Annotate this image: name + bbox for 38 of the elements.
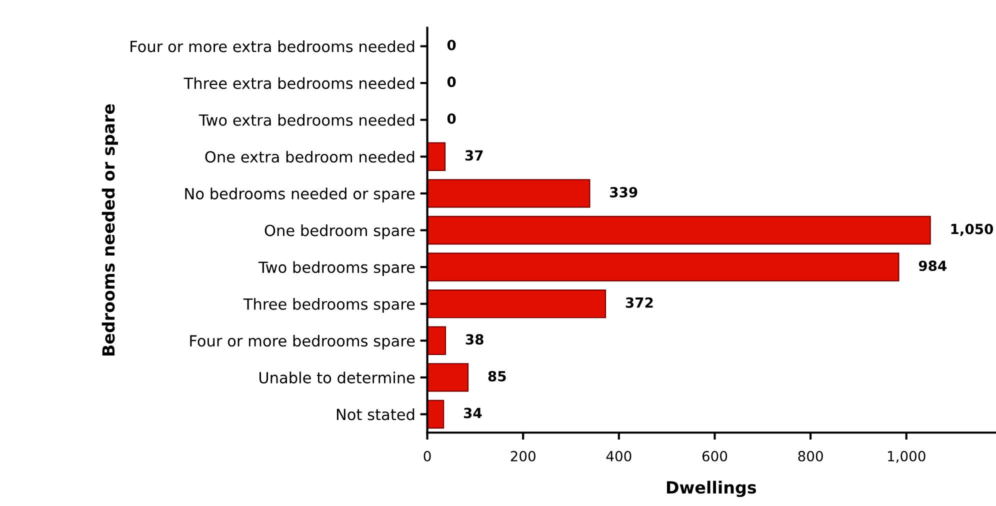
x-tick-label: 800 (798, 450, 823, 462)
data-label: 1,050 (951, 224, 994, 236)
data-label: 85 (488, 370, 506, 382)
data-label: 0 (447, 76, 456, 88)
data-label: 34 (464, 408, 482, 418)
x-tick-label: 600 (702, 450, 728, 462)
bar (427, 216, 931, 245)
y-tick-label: Two extra bedrooms needed (198, 114, 414, 126)
bar (427, 289, 606, 318)
bar (427, 400, 444, 429)
data-label: 38 (466, 334, 484, 345)
data-label: 372 (626, 297, 653, 308)
y-tick-label: Four or more extra bedrooms needed (130, 40, 414, 52)
y-tick-label: One extra bedroom needed (205, 150, 414, 163)
data-label: 984 (918, 260, 947, 272)
y-tick-label: Unable to determine (259, 372, 415, 384)
y-axis-title: Bedrooms needed or spare (102, 104, 118, 356)
bar (427, 326, 446, 355)
y-tick-label: Three bedrooms spare (243, 298, 415, 313)
x-tick-label: 200 (510, 450, 536, 462)
bar (427, 142, 446, 171)
x-tick-label: 0 (424, 450, 431, 462)
y-tick-label: Three extra bedrooms needed (184, 77, 414, 90)
bar (427, 179, 590, 208)
y-tick-label: Two bedrooms spare (258, 261, 415, 276)
y-tick-label: Four or more bedrooms spare (190, 334, 415, 350)
data-label: 37 (465, 150, 483, 161)
y-tick-label: One bedroom spare (264, 224, 415, 240)
data-label: 0 (447, 40, 456, 50)
x-tick-label: 400 (606, 450, 632, 462)
data-label: 339 (610, 186, 638, 198)
data-label: 0 (447, 113, 456, 124)
bar (427, 363, 469, 392)
x-tick-label: 1,000 (888, 450, 926, 463)
bar (427, 252, 900, 282)
y-tick-label: Not stated (336, 408, 414, 420)
y-tick-label: No bedrooms needed or spare (185, 188, 415, 202)
x-axis-title: Dwellings (666, 480, 756, 498)
